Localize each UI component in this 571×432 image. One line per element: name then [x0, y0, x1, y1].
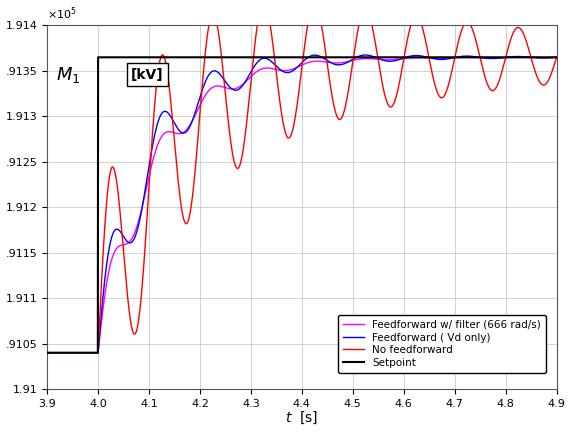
No feedforward [379, 78, 385, 83]
Line: Setpoint: Setpoint [47, 57, 557, 353]
Setpoint [44, 350, 51, 355]
Feedforward w/ filter (666 rad/s) [305, 60, 312, 65]
Feedforward w/ filter (666 rad/s) [44, 350, 51, 355]
Feedforward w/ filter (666 rad/s) [515, 55, 522, 60]
Feedforward ( Vd only) [44, 350, 51, 355]
Setpoint [450, 55, 457, 60]
Setpoint [424, 55, 431, 60]
No feedforward [44, 350, 51, 355]
Feedforward ( Vd only) [450, 55, 457, 60]
Feedforward w/ filter (666 rad/s) [212, 83, 219, 89]
Feedforward ( Vd only) [553, 55, 560, 60]
No feedforward [553, 54, 560, 59]
No feedforward [424, 44, 431, 50]
Feedforward w/ filter (666 rad/s) [553, 55, 560, 60]
Feedforward ( Vd only) [212, 69, 219, 74]
Setpoint [553, 55, 560, 60]
Setpoint [305, 55, 312, 60]
Feedforward ( Vd only) [305, 55, 312, 60]
Feedforward ( Vd only) [379, 57, 385, 62]
Feedforward w/ filter (666 rad/s) [423, 55, 430, 60]
Feedforward w/ filter (666 rad/s) [44, 350, 51, 355]
No feedforward [260, 0, 267, 6]
Setpoint [44, 350, 51, 355]
Feedforward w/ filter (666 rad/s) [378, 57, 385, 62]
X-axis label: $t$  [s]: $t$ [s] [286, 410, 319, 426]
Setpoint [379, 55, 385, 60]
Feedforward w/ filter (666 rad/s) [449, 55, 456, 60]
Feedforward ( Vd only) [44, 350, 51, 355]
Line: No feedforward: No feedforward [47, 3, 557, 353]
Feedforward ( Vd only) [424, 54, 431, 60]
Text: $M_1$: $M_1$ [56, 64, 81, 85]
Legend: Feedforward w/ filter (666 rad/s), Feedforward ( Vd only), No feedforward, Setpo: Feedforward w/ filter (666 rad/s), Feedf… [338, 314, 546, 373]
Text: $\times 10^5$: $\times 10^5$ [47, 5, 77, 22]
No feedforward [305, 18, 312, 23]
No feedforward [212, 17, 219, 22]
No feedforward [44, 350, 51, 355]
Setpoint [213, 55, 220, 60]
No feedforward [450, 63, 457, 68]
Setpoint [95, 55, 102, 60]
Feedforward ( Vd only) [362, 52, 369, 57]
Line: Feedforward ( Vd only): Feedforward ( Vd only) [47, 55, 557, 353]
Text: [kV]: [kV] [131, 67, 164, 82]
Line: Feedforward w/ filter (666 rad/s): Feedforward w/ filter (666 rad/s) [47, 57, 557, 353]
